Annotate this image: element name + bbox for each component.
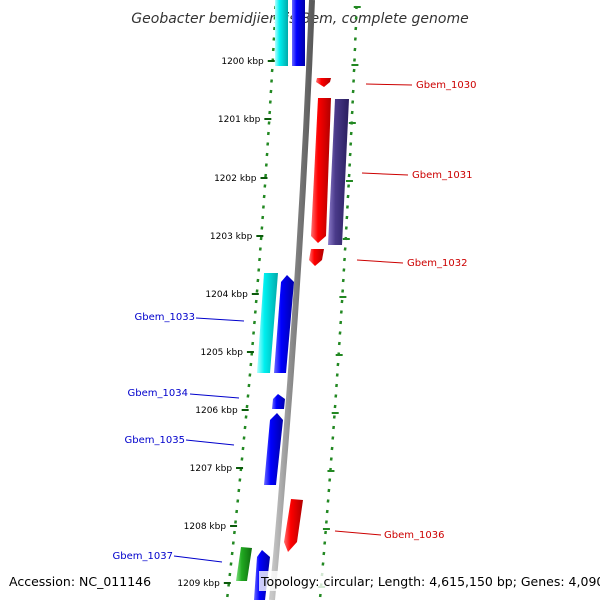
gene-gbem-1033[interactable] — [274, 275, 294, 373]
leader-gbem-1031 — [361, 172, 409, 176]
gene-gbem-1030[interactable] — [316, 78, 331, 87]
gene-gbem-1032[interactable] — [309, 249, 324, 266]
leader-gbem-1030 — [365, 83, 413, 86]
feature-purple-1031 — [328, 99, 349, 245]
label-gbem-1034[interactable]: Gbem_1034 — [128, 388, 188, 399]
tick-label: 1204 kbp — [205, 290, 248, 300]
tick-label: 1206 kbp — [195, 406, 238, 416]
gene-leader-lines — [173, 83, 413, 563]
gene-gbem-1036[interactable] — [284, 499, 303, 552]
label-gbem-1037[interactable]: Gbem_1037 — [113, 551, 173, 562]
leader-gbem-1034 — [189, 393, 240, 399]
tick-label: 1209 kbp — [177, 579, 220, 589]
topology-text: Topology: circular; Length: 4,615,150 bp… — [260, 574, 600, 589]
feature-cyan-top — [275, 0, 288, 66]
leader-gbem-1037 — [173, 555, 223, 563]
tick-label: 1203 kbp — [210, 232, 253, 242]
tick-label: 1200 kbp — [221, 57, 264, 67]
tick-label: 1201 kbp — [218, 115, 261, 125]
feature-cyan-1033 — [257, 273, 278, 373]
tick-label: 1207 kbp — [190, 464, 233, 474]
label-gbem-1036[interactable]: Gbem_1036 — [384, 530, 444, 541]
genome-backbone — [269, 0, 315, 600]
leader-gbem-1036 — [334, 530, 382, 536]
tick-label: 1208 kbp — [184, 522, 227, 532]
accession-text: Accession: NC_011146 — [9, 574, 151, 589]
gene-features — [236, 0, 349, 600]
gene-gbem-1031[interactable] — [311, 98, 331, 243]
dotted-track-rings — [226, 5, 361, 598]
label-gbem-1030[interactable]: Gbem_1030 — [416, 80, 476, 91]
leader-gbem-1035 — [185, 439, 235, 446]
tick-label: 1202 kbp — [214, 174, 257, 184]
footer-topology-bg — [259, 571, 591, 591]
label-gbem-1035[interactable]: Gbem_1035 — [125, 435, 185, 446]
gene-labels: Gbem_1030 Gbem_1031 Gbem_1032 Gbem_1033 … — [113, 80, 477, 562]
gene-gbem-1034[interactable] — [272, 394, 285, 409]
feature-blue-top — [292, 0, 305, 66]
leader-gbem-1032 — [356, 259, 404, 264]
leader-gbem-1033 — [195, 317, 245, 322]
gene-gbem-1037[interactable] — [236, 547, 252, 581]
label-gbem-1033[interactable]: Gbem_1033 — [135, 312, 195, 323]
gene-gbem-1035[interactable] — [264, 413, 283, 485]
axis-ticks: 1200 kbp 1201 kbp 1202 kbp 1203 kbp 1204 kbp… — [177, 57, 275, 589]
tick-label: 1205 kbp — [201, 348, 244, 358]
label-gbem-1031[interactable]: Gbem_1031 — [412, 170, 472, 181]
label-gbem-1032[interactable]: Gbem_1032 — [407, 258, 467, 269]
